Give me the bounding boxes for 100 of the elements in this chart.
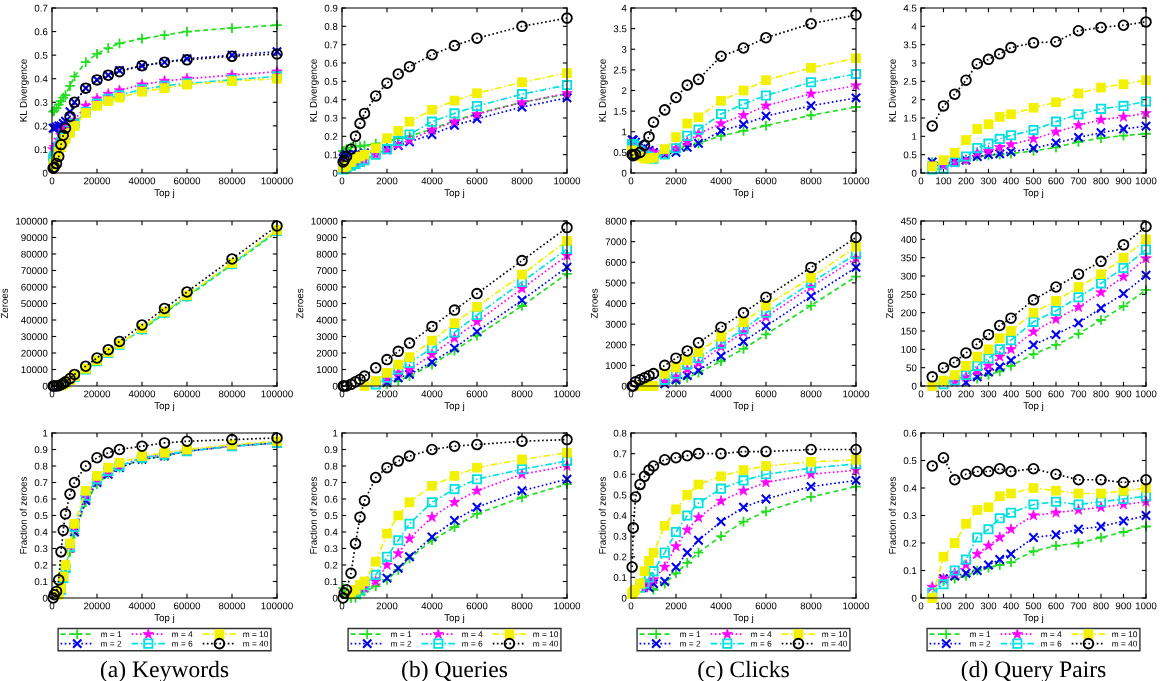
- y-axis-title: Zeroes: [590, 288, 598, 319]
- y-tick-label: 2: [911, 96, 917, 104]
- y-tick-label: 0.6: [34, 495, 48, 503]
- y-tick-label: 250: [901, 291, 917, 298]
- y-tick-label: 0.9: [324, 446, 338, 454]
- x-tick-label: 40000: [128, 602, 156, 610]
- y-axis-title: Fraction of zeroes: [598, 476, 606, 554]
- y-tick-label: 0.8: [324, 462, 338, 470]
- y-tick-label: 50000: [21, 300, 48, 308]
- x-tick-label: 100000: [261, 390, 293, 398]
- legend-label: m = 1: [101, 631, 122, 638]
- x-tick-label: 100: [936, 177, 952, 185]
- y-tick-label: 0.7: [324, 479, 338, 487]
- x-tick-label: 60000: [173, 390, 201, 398]
- x-tick-label: 600: [1048, 602, 1064, 610]
- x-tick-label: 600: [1048, 177, 1064, 185]
- y-axis-title: KL Divergence: [19, 59, 29, 122]
- legend-label: m = 1: [680, 631, 701, 638]
- x-tick-label: 8000: [800, 177, 822, 185]
- x-axis-title: Top j: [733, 402, 754, 412]
- y-tick-label: 0.2: [903, 539, 917, 547]
- x-tick-label: 6000: [466, 177, 488, 185]
- y-tick-label: 0.3: [613, 532, 627, 540]
- x-tick-label: 0: [339, 390, 345, 398]
- y-tick-label: 1: [43, 429, 48, 437]
- y-tick-label: 0.3: [34, 99, 48, 106]
- legend-label: m = 6: [172, 640, 193, 647]
- y-tick-label: 0: [911, 169, 917, 177]
- x-tick-label: 60000: [173, 602, 201, 610]
- y-tick-label: 0.8: [34, 462, 48, 470]
- y-tick-label: 4000: [605, 300, 627, 308]
- y-tick-label: 1.5: [614, 107, 627, 115]
- x-tick-label: 1000: [1135, 602, 1157, 610]
- y-tick-label: 6000: [605, 258, 627, 266]
- x-tick-label: 800: [1093, 390, 1109, 398]
- x-tick-label: 200: [958, 390, 974, 398]
- y-tick-label: 7000: [316, 267, 338, 275]
- x-tick-label: 6000: [755, 177, 777, 185]
- x-tick-label: 0: [918, 390, 924, 398]
- x-axis-title: Top j: [444, 189, 465, 199]
- y-axis-title: Fraction of zeroes: [309, 476, 317, 554]
- x-tick-label: 800: [1093, 177, 1109, 185]
- x-tick-label: 0: [49, 177, 55, 185]
- legend-label: m = 10: [1112, 631, 1138, 638]
- x-tick-label: 0: [339, 177, 345, 185]
- y-tick-label: 8000: [316, 250, 338, 258]
- x-tick-label: 1000: [1135, 390, 1157, 398]
- y-tick-label: 0.1: [324, 151, 338, 159]
- y-tick-label: 0.2: [34, 122, 48, 130]
- y-tick-label: 0.4: [324, 96, 338, 104]
- y-tick-label: 2.5: [903, 78, 917, 85]
- x-tick-label: 20000: [83, 390, 111, 398]
- legend-label: m = 6: [1041, 640, 1062, 647]
- y-tick-label: 7000: [605, 238, 627, 246]
- y-tick-label: 0: [911, 594, 917, 602]
- x-tick-label: 200: [958, 177, 974, 185]
- x-tick-label: 8000: [511, 390, 533, 398]
- x-tick-label: 700: [1070, 602, 1087, 610]
- y-tick-label: 0.6: [34, 28, 48, 36]
- x-tick-label: 8000: [511, 602, 533, 610]
- y-tick-label: 0.5: [903, 151, 917, 159]
- y-tick-label: 0.3: [903, 512, 917, 520]
- y-tick-label: 150: [901, 327, 917, 335]
- y-tick-label: 0.2: [613, 553, 627, 561]
- x-tick-label: 6000: [755, 390, 777, 398]
- y-axis-title: Zeroes: [296, 288, 304, 319]
- y-tick-label: 0.3: [324, 545, 338, 553]
- legend-label: m = 6: [751, 640, 772, 647]
- y-tick-label: 0: [42, 382, 48, 390]
- y-tick-label: 0.1: [34, 578, 48, 586]
- y-tick-label: 0.1: [34, 146, 48, 154]
- y-axis-title: Fraction of zeroes: [19, 476, 27, 554]
- x-tick-label: 2000: [376, 390, 398, 398]
- y-tick-label: 30000: [21, 333, 48, 341]
- y-tick-label: 0.6: [903, 429, 917, 437]
- x-tick-label: 2000: [665, 177, 687, 185]
- legend-label: m = 40: [822, 640, 848, 647]
- y-tick-label: 450: [900, 217, 917, 225]
- y-tick-label: 10000: [311, 217, 338, 225]
- x-tick-label: 800: [1093, 602, 1109, 610]
- x-tick-label: 500: [1025, 177, 1042, 185]
- y-tick-label: 3.5: [613, 25, 627, 33]
- x-tick-label: 4000: [710, 602, 732, 610]
- x-tick-label: 4000: [710, 177, 732, 185]
- y-tick-label: 0.8: [324, 23, 338, 30]
- y-tick-label: 60000: [21, 283, 48, 291]
- y-tick-label: 0.5: [613, 149, 627, 156]
- y-tick-label: 100: [901, 346, 917, 353]
- y-tick-label: 4: [911, 23, 917, 30]
- y-tick-label: 4000: [316, 316, 338, 324]
- y-tick-label: 1000: [316, 366, 338, 374]
- x-tick-label: 0: [628, 177, 634, 185]
- y-tick-label: 5000: [605, 279, 627, 287]
- x-axis-title: Top j: [1023, 614, 1044, 624]
- x-tick-label: 4000: [421, 602, 443, 610]
- x-tick-label: 0: [49, 390, 55, 398]
- y-axis-title: KL Divergence: [598, 59, 608, 122]
- y-tick-label: 1: [333, 429, 338, 437]
- y-tick-label: 0.3: [324, 114, 338, 122]
- y-axis-title: KL Divergence: [309, 59, 319, 122]
